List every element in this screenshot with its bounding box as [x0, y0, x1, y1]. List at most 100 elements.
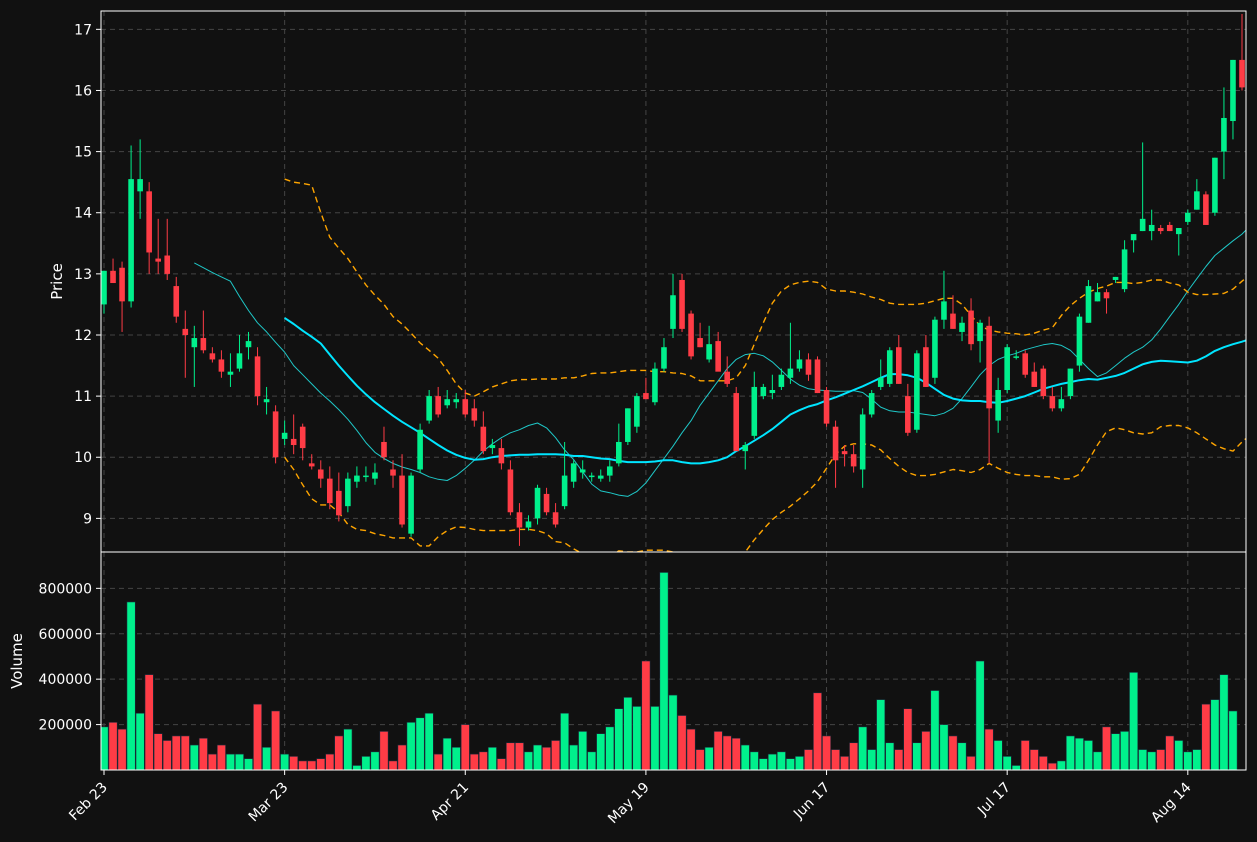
candle-down [850, 445, 857, 473]
candle-body [101, 270, 107, 305]
candle-body [1022, 353, 1029, 375]
candle-up [1175, 228, 1182, 256]
candle-up [245, 331, 252, 360]
candle-body [579, 469, 586, 473]
candle-body [155, 258, 161, 262]
volume-bar-down [1165, 735, 1175, 770]
volume-bar-up [1056, 760, 1066, 770]
volume-bar-down [722, 735, 732, 770]
candle-up [372, 463, 378, 485]
candle-body [1040, 368, 1047, 397]
candle-down [679, 273, 685, 332]
volume-bar-up [785, 758, 795, 770]
candle-body [408, 475, 414, 534]
candle-body [751, 386, 758, 436]
candle-up [932, 316, 938, 384]
candle-up [1085, 279, 1092, 323]
candle-down [336, 472, 342, 522]
candle-body [1203, 194, 1209, 225]
candle-up [1013, 350, 1020, 360]
candle-down [724, 356, 730, 387]
candle-down [516, 503, 523, 546]
volume-bar-down [253, 703, 262, 770]
candle-body [606, 466, 613, 476]
candle-down [399, 454, 405, 528]
candle-up [1148, 209, 1155, 241]
volume-bar-up [632, 706, 642, 770]
candle-down [814, 356, 821, 394]
volume-bar-up [451, 746, 461, 770]
candle-up [670, 273, 676, 339]
candle-down [146, 182, 152, 274]
candle-up [408, 472, 414, 537]
candle-down [299, 423, 306, 461]
price-tick-label: 17 [74, 22, 92, 38]
candle-body [1194, 191, 1200, 210]
candle-body [480, 426, 487, 452]
volume-panel: 200000 400000 600000 800000 Volume [8, 551, 1247, 771]
volume-bar-down [334, 735, 344, 770]
volume-bar-up [262, 746, 272, 770]
candle-up [1121, 240, 1128, 293]
candle-body [525, 521, 532, 528]
candle-down [164, 218, 171, 280]
volume-bar-up [244, 758, 253, 770]
candle-body [1121, 249, 1128, 290]
x-axis: Feb 23 Mar 23 Apr 21 May 19 Jun 17 Jul 17 Aug … [66, 770, 1195, 828]
candle-up [444, 390, 451, 409]
candle-down [110, 258, 116, 284]
volume-bar-down [144, 674, 154, 770]
volume-bar-up [442, 737, 452, 770]
x-tick-label: Mar 23 [246, 780, 292, 826]
candle-body [1185, 212, 1191, 222]
candle-body [760, 386, 767, 397]
candle-body [886, 350, 893, 384]
candle-body [1212, 157, 1218, 213]
candle-up [1139, 142, 1146, 232]
candle-body [859, 414, 866, 470]
candle-body [363, 475, 369, 478]
volume-bar-up [1129, 672, 1139, 770]
volume-bar-down [180, 735, 190, 770]
candle-body [616, 441, 622, 464]
candle-body [200, 338, 207, 351]
candle-body [399, 475, 405, 525]
moving-average-line [284, 317, 1246, 465]
candle-up [1194, 179, 1200, 210]
candle-down [832, 420, 839, 488]
candle-body [390, 469, 396, 476]
price-axis-label: Price [48, 263, 66, 300]
candle-down [805, 353, 812, 381]
price-tick-label: 14 [74, 206, 92, 222]
volume-bar-up [569, 744, 579, 770]
volume-bar-up [487, 746, 497, 770]
candle-down [697, 322, 703, 348]
candle-up [363, 466, 369, 482]
candle-up [588, 472, 595, 482]
candle-up [1076, 313, 1083, 372]
candle-up [597, 469, 604, 482]
candle-body [832, 426, 839, 461]
volume-bar-up [1065, 735, 1075, 770]
candle-body [1230, 59, 1236, 122]
volume-bar-up [189, 744, 199, 770]
candle-down [715, 331, 721, 372]
candle-up [525, 515, 532, 531]
candle-body [471, 408, 478, 421]
candle-down [643, 377, 649, 400]
candle-body [688, 313, 694, 357]
candle-body [372, 472, 378, 479]
volume-bar-down [433, 753, 443, 770]
upper-band-line [284, 178, 1246, 397]
candle-body [941, 301, 947, 320]
volume-y-axis-ticks: 200000 400000 600000 800000 [39, 581, 101, 734]
candle-body [453, 399, 460, 403]
candle-up [1212, 157, 1218, 216]
price-tick-label: 12 [74, 328, 92, 344]
candle-body [986, 325, 992, 409]
candle-down [209, 347, 216, 363]
candle-up [281, 420, 288, 446]
candle-down [823, 386, 830, 427]
candle-up [426, 390, 432, 424]
x-tick-label: May 19 [605, 780, 653, 828]
